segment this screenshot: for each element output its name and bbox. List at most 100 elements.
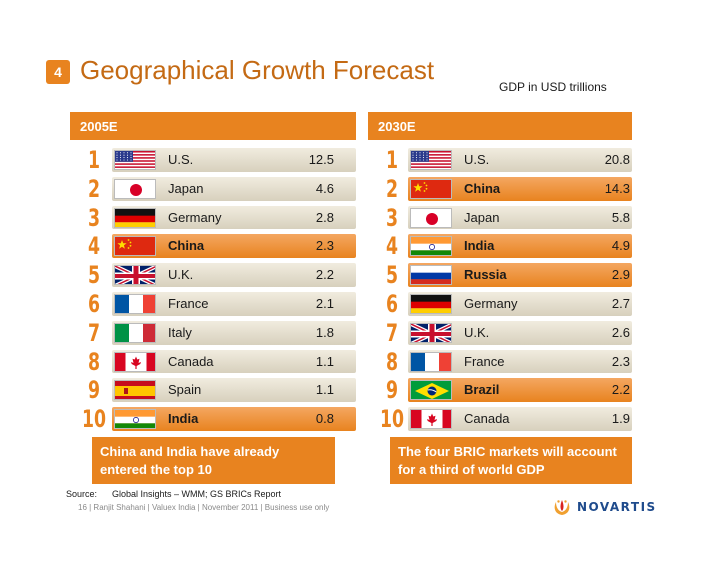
panel-heading-2030: 2030E: [368, 112, 632, 140]
rank-number: 2: [385, 174, 399, 203]
us-flag-icon: [114, 150, 156, 170]
rank-number: 9: [87, 376, 101, 405]
germany-flag-icon: [410, 294, 452, 314]
row-background: [112, 176, 356, 201]
rank-number: 4: [87, 232, 101, 261]
slide-title: Geographical Growth Forecast: [80, 55, 435, 85]
table-row: 1 U.S. 12.5: [70, 145, 356, 174]
row-background: [408, 320, 632, 345]
novartis-logo-icon: [551, 498, 573, 516]
logo-wordmark: NOVARTIS: [577, 500, 657, 514]
row-background: [408, 176, 632, 201]
table-row: 4 China 2.3: [70, 231, 356, 260]
rank-number: 8: [87, 347, 101, 376]
france-flag-icon: [410, 351, 452, 372]
table-row: 2 Japan 4.6: [70, 174, 356, 203]
row-background: [112, 378, 356, 403]
source-label: Source:: [66, 489, 98, 499]
row-background: [408, 349, 632, 374]
table-row: 3 Germany 2.8: [70, 203, 356, 232]
row-background: [408, 263, 632, 287]
gdp-value: 2.3: [611, 353, 630, 369]
gdp-value: 12.5: [308, 152, 334, 167]
unit-note: GDP in USD trillions: [499, 80, 607, 94]
rank-number: 2: [87, 174, 101, 203]
rank-number: 6: [87, 290, 101, 318]
gdp-value: 4.6: [315, 180, 334, 196]
russia-flag-icon: [410, 265, 452, 286]
row-background: [408, 292, 632, 316]
uk-flag-icon: [410, 322, 452, 343]
row-background: [112, 349, 356, 374]
rank-number: 6: [385, 290, 399, 318]
gdp-value: 2.9: [611, 267, 630, 283]
row-background: [408, 407, 632, 431]
canada-flag-icon: [410, 409, 452, 430]
gdp-value: 4.9: [611, 238, 630, 254]
table-row: 10 India 0.8: [70, 404, 356, 433]
rank-number: 1: [385, 146, 399, 174]
country-name: Japan: [464, 209, 500, 225]
country-name: Japan: [168, 180, 204, 196]
country-name: U.S.: [168, 152, 194, 167]
table-row: 6 Germany 2.7: [368, 289, 632, 318]
source-text: Global Insights – WMM; GS BRICs Report: [112, 489, 282, 499]
table-row: 7 Italy 1.8: [70, 318, 356, 347]
gdp-value: 2.2: [611, 382, 630, 398]
country-name: U.K.: [464, 324, 490, 340]
italy-flag-icon: [114, 322, 156, 343]
country-name: Germany: [168, 209, 222, 225]
footer-text: 16 | Ranjit Shahani | Valuex India | Nov…: [78, 503, 330, 512]
slide-number-badge: 4: [46, 60, 70, 84]
rank-number: 4: [385, 232, 399, 261]
france-flag-icon: [114, 294, 156, 314]
callout-2030: The four BRIC markets will account for a…: [390, 437, 632, 484]
table-row: 9 Brazil 2.2: [368, 375, 632, 404]
country-name: Italy: [168, 324, 192, 340]
gdp-value: 20.8: [604, 152, 630, 167]
country-name: U.S.: [464, 152, 490, 167]
gdp-value: 2.1: [315, 296, 334, 311]
uk-flag-icon: [114, 265, 156, 286]
table-row: 2 China 14.3: [368, 174, 632, 203]
india-flag-icon: [410, 236, 452, 257]
spain-flag-icon: [114, 380, 156, 401]
table-row: 8 France 2.3: [368, 347, 632, 376]
country-name: Germany: [464, 296, 518, 311]
country-name: France: [168, 296, 209, 311]
gdp-value: 1.9: [611, 411, 630, 427]
row-background: [112, 407, 356, 431]
table-row: 5 U.K. 2.2: [70, 260, 356, 289]
gdp-value: 14.3: [604, 180, 630, 196]
row-background: [112, 148, 356, 172]
table-row: 3 Japan 5.8: [368, 203, 632, 232]
row-background: [112, 320, 356, 345]
table-row: 9 Spain 1.1: [70, 375, 356, 404]
gdp-value: 2.7: [611, 296, 630, 311]
country-name: India: [168, 411, 199, 427]
table-row: 4 India 4.9: [368, 231, 632, 260]
india-flag-icon: [114, 409, 156, 430]
gdp-value: 2.2: [315, 267, 334, 283]
country-name: Brazil: [464, 382, 500, 398]
ranking-panel-2030: 2030E 1 U.S. 20.8 2 China 14.3 3 Japan 5.8 4 India…: [368, 112, 632, 490]
rank-number: 3: [87, 203, 101, 232]
ranking-panel-2005: 2005E 1 U.S. 12.5 2 Japan 4.6 3 Germany 2.8 4 Chin…: [70, 112, 356, 490]
rank-number: 10: [379, 405, 405, 434]
rank-number: 7: [87, 318, 101, 347]
china-flag-icon: [410, 178, 452, 199]
callout-2005: China and India have already entered the…: [92, 437, 335, 484]
germany-flag-icon: [114, 207, 156, 228]
rank-number: 3: [385, 203, 399, 232]
country-name: France: [464, 353, 505, 369]
rank-number: 5: [87, 261, 101, 290]
rank-number: 10: [81, 405, 107, 434]
table-row: 10 Canada 1.9: [368, 404, 632, 433]
rank-number: 5: [385, 261, 399, 290]
gdp-value: 2.3: [315, 238, 334, 254]
rank-number: 7: [385, 318, 399, 347]
row-background: [408, 378, 632, 403]
country-name: China: [464, 180, 501, 196]
row-background: [408, 205, 632, 230]
rank-number: 8: [385, 347, 399, 376]
